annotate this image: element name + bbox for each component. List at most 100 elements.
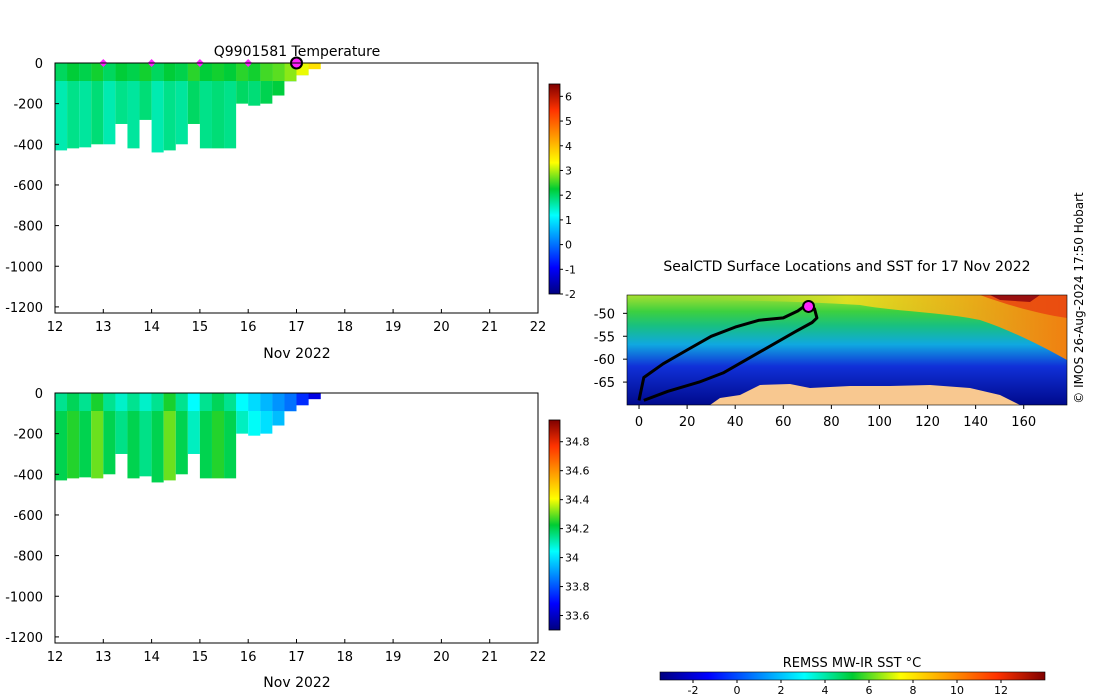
map-x-tick-label: 60 [775,415,792,430]
colorbar-tick-label: -1 [565,263,576,276]
colorbar-tick-label: 0 [565,239,572,252]
profile-surface-layer [79,63,92,81]
x-tick-label: 17 [288,650,305,665]
colorbar-tick-label: 34.2 [565,523,590,536]
x-tick-label: 22 [530,650,547,665]
x-tick-label: 20 [433,650,450,665]
map-x-tick-label: 100 [867,415,892,430]
x-tick-label: 12 [47,650,64,665]
x-tick-label: 14 [143,650,160,665]
profile-surface-layer [67,393,80,411]
sst-colorbar-tick-label: 2 [778,684,785,697]
profile-surface-layer [91,393,104,411]
sst-colorbar [659,671,1046,681]
profile-bar [127,393,140,479]
profile-bar [211,63,225,149]
y-tick-label: -200 [13,98,43,113]
salinity-colorbar-ticks: 33.6 33.8 34 34.2 34.4 34.6 34.8 [560,436,590,623]
profile-bar [79,63,92,148]
colorbar-tick-label: 33.6 [565,610,590,623]
colorbar-tick-label: 6 [565,90,572,103]
temperature-colorbar [548,83,561,295]
colorbar-tick-label: 1 [565,214,572,227]
temperature-panel: Q9901581 Temperature 12 13 14 15 16 17 18 19 20 2… [5,44,576,362]
map-x-tick-label: 120 [915,415,940,430]
sst-hottest-region [990,295,1040,302]
temperature-bars [55,63,321,153]
profile-surface-layer [175,63,188,81]
profile-bar [103,63,116,145]
map-y-ticks: -50 -55 -60 -65 [594,307,627,391]
temperature-colorbar-ticks: -2 -1 0 1 2 3 4 5 6 [560,90,576,301]
y-tick-label: -600 [13,509,43,524]
profile-surface-layer [260,393,273,411]
x-tick-label: 16 [240,650,257,665]
sst-colorbar-tick-label: -2 [688,684,699,697]
colorbar-tick-label: 5 [565,115,572,128]
y-tick-label: -600 [13,179,43,194]
profile-surface-layer [91,63,104,81]
profile-surface-layer [284,393,297,411]
colorbar-tick-label: 4 [565,140,572,153]
profile-surface-layer [248,63,261,81]
x-tick-label: 20 [433,320,450,335]
y-tick-label: -200 [13,428,43,443]
colorbar-tick-label: 34.8 [565,436,590,449]
temperature-x-label: Nov 2022 [263,346,330,362]
profile-surface-layer [199,393,212,411]
profile-surface-layer [175,393,188,411]
profile-surface-layer [79,393,92,411]
x-tick-label: 22 [530,320,547,335]
profile-bar [163,63,176,151]
sst-colorbar-tick-label: 8 [910,684,917,697]
credit-text: © IMOS 26-Aug-2024 17:50 Hobart [1072,192,1086,404]
profile-bar [91,63,104,145]
y-tick-label: -400 [13,468,43,483]
map-x-tick-label: 40 [727,415,744,430]
profile-bar [175,393,188,475]
colorbar-tick-label: 34.4 [565,494,590,507]
sst-colorbar-tick-label: 10 [950,684,964,697]
profile-bar [175,63,188,145]
x-tick-label: 13 [95,650,112,665]
profile-markers [99,56,303,70]
profile-surface-layer [139,393,152,411]
profile-surface-layer [55,63,68,81]
x-tick-label: 13 [95,320,112,335]
profile-bar [211,393,225,479]
sst-colorbar-tick-label: 12 [994,684,1008,697]
profile-bar [139,393,152,477]
salinity-x-ticks: 12 13 14 15 16 17 18 19 20 21 22 [47,639,547,665]
x-tick-label: 17 [288,320,305,335]
profile-bar [127,63,140,149]
colorbar-tick-label: -2 [565,288,576,301]
profile-bar [55,393,68,481]
profile-bar [79,393,92,478]
sst-colorbar-tick-label: 6 [866,684,873,697]
y-tick-label: -800 [13,220,43,235]
y-tick-label: -1000 [5,590,43,605]
profile-bar [67,393,80,479]
colorbar-tick-label: 34 [565,552,579,565]
map-x-ticks: 0 20 40 60 80 100 120 140 160 [635,405,1036,430]
profile-bar [199,393,212,479]
map-x-tick-label: 160 [1011,415,1036,430]
y-tick-label: 0 [35,387,43,402]
map-x-tick-label: 20 [679,415,696,430]
profile-surface-layer [115,63,128,81]
sst-hot-region [980,295,1067,318]
x-tick-label: 19 [385,650,402,665]
profile-surface-layer [115,393,128,411]
x-tick-label: 21 [481,320,498,335]
profile-bar [224,63,237,149]
profile-surface-layer [199,63,212,81]
x-tick-label: 14 [143,320,160,335]
x-tick-label: 21 [481,650,498,665]
map-frame [626,294,1068,406]
salinity-y-ticks: 0 -200 -400 -600 -800 -1000 -1200 [5,387,59,646]
profile-surface-layer [236,393,249,411]
antarctica-land [627,384,1020,405]
profile-surface-layer [151,393,164,411]
profile-surface-layer [224,393,237,411]
